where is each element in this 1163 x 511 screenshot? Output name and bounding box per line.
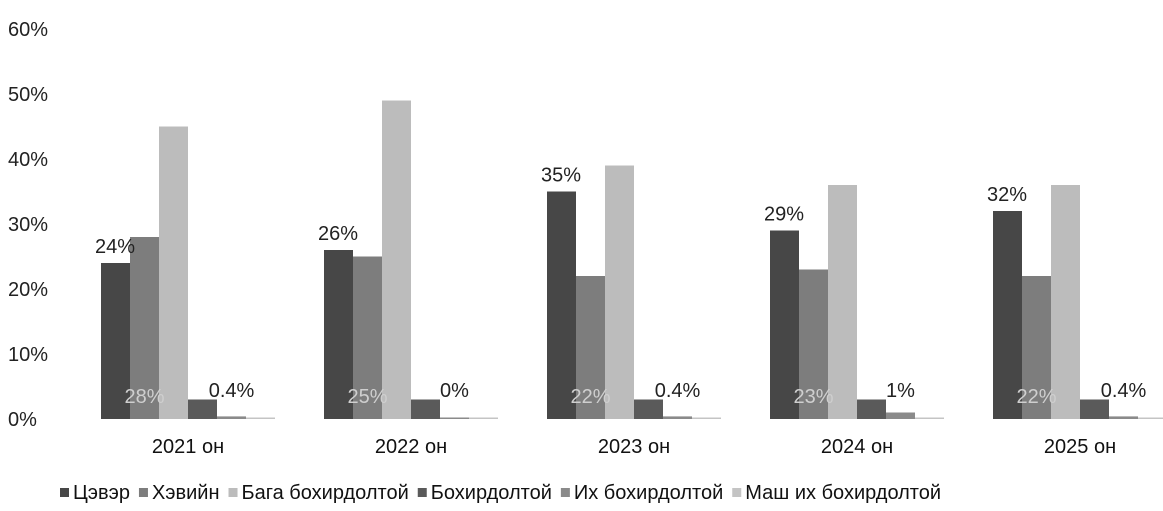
data-label: 35% [541,165,581,187]
bars [101,100,1163,419]
legend-item: Маш их бохирдолтой [732,482,941,504]
data-label: 0.4% [655,380,701,402]
bar [857,399,886,419]
legend-item: Бохирдолтой [417,482,552,504]
bar [828,185,857,419]
legend-label: Маш их бохирдолтой [745,482,941,504]
bar [246,417,275,419]
bar [324,250,353,419]
y-tick-label: 0% [8,409,37,431]
data-label: 23% [793,386,833,408]
bar [1138,417,1163,419]
data-label: 24% [95,236,135,258]
legend-swatch [228,488,238,497]
bar [663,416,692,419]
data-label: 29% [764,204,804,226]
bar [915,417,944,419]
legend-swatch [60,488,69,497]
x-category-label: 2023 он [598,436,670,458]
data-label: 22% [570,386,610,408]
data-label: 0.4% [209,380,255,402]
y-tick-label: 50% [8,84,48,106]
legend-swatch [138,488,148,497]
bar [799,269,828,419]
y-tick-label: 60% [8,19,48,41]
bar [382,100,411,419]
bar [353,256,382,419]
y-tick-label: 10% [8,344,48,366]
bar [993,211,1022,419]
y-axis: 0% 10% 20% 30% 40% 50% 60% [8,19,48,431]
legend-label: Их бохирдолтой [574,482,723,504]
x-category-label: 2024 он [821,436,893,458]
legend-swatch [560,488,570,497]
legend-label: Хэвийн [152,482,220,504]
data-label: 0% [440,380,469,402]
data-labels: 24% 28% 0.4% 26% 25% 0% 35% 22% 0.4% 29% 23% 1% 32% 2… [95,165,1147,409]
bar [101,263,130,419]
data-label: 25% [347,386,387,408]
bar [159,126,188,419]
bar [605,165,634,419]
bar [634,399,663,419]
bar [547,191,576,419]
bar [770,230,799,419]
data-label: 22% [1016,386,1056,408]
legend-item: Их бохирдолтой [560,482,723,504]
legend-item: Цэвэр [60,482,130,504]
legend-label: Бага бохирдолтой [242,482,409,504]
y-tick-label: 20% [8,279,48,301]
data-label: 28% [124,386,164,408]
legend-label: Бохирдолтой [431,482,552,504]
legend-swatch [732,488,742,497]
x-category-label: 2021 он [152,436,224,458]
legend-swatch [417,488,427,497]
y-tick-label: 30% [8,214,48,236]
y-tick-label: 40% [8,149,48,171]
legend-item: Бага бохирдолтой [228,482,409,504]
legend-item: Хэвийн [138,482,220,504]
bar [692,417,721,419]
legend-label: Цэвэр [73,482,130,504]
x-category-label: 2025 он [1044,436,1116,458]
bar [1051,185,1080,419]
data-label: 26% [318,223,358,245]
bar [440,417,469,419]
data-label: 1% [886,380,915,402]
bar [1022,276,1051,419]
bar [576,276,605,419]
data-label: 0.4% [1101,380,1147,402]
x-axis: 2021 он 2022 он 2023 он 2024 он 2025 он [152,436,1116,458]
bar [469,417,498,419]
bar [411,399,440,419]
bar [217,416,246,419]
data-label: 32% [987,184,1027,206]
bar [886,412,915,419]
legend: Цэвэр Хэвийн Бага бохирдолтой Бохирдолтой Их… [60,482,941,504]
bar [1080,399,1109,419]
x-category-label: 2022 он [375,436,447,458]
bar [188,399,217,419]
bar [130,237,159,419]
bar [1109,416,1138,419]
